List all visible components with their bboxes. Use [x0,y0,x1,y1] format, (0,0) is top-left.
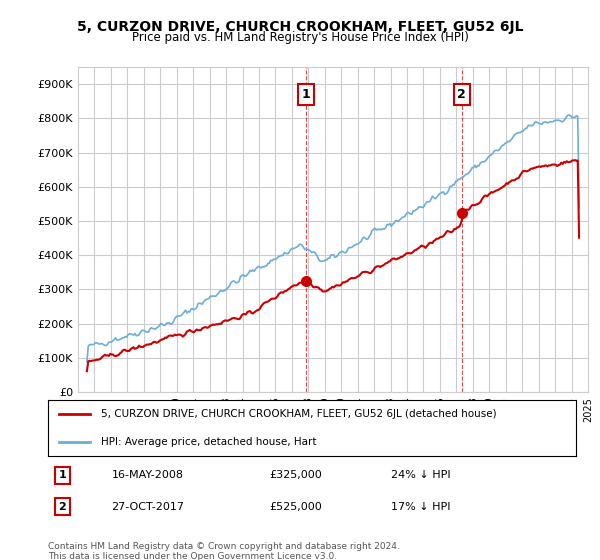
Text: 2: 2 [59,502,67,511]
Text: Contains HM Land Registry data © Crown copyright and database right 2024.
This d: Contains HM Land Registry data © Crown c… [48,542,400,560]
Text: Price paid vs. HM Land Registry's House Price Index (HPI): Price paid vs. HM Land Registry's House … [131,31,469,44]
Text: 1: 1 [59,470,67,480]
Text: 27-OCT-2017: 27-OCT-2017 [112,502,184,511]
Text: 16-MAY-2008: 16-MAY-2008 [112,470,184,480]
Text: 17% ↓ HPI: 17% ↓ HPI [391,502,451,511]
Text: 24% ↓ HPI: 24% ↓ HPI [391,470,451,480]
Text: 1: 1 [302,88,311,101]
Text: HPI: Average price, detached house, Hart: HPI: Average price, detached house, Hart [101,437,316,447]
Text: £325,000: £325,000 [270,470,323,480]
Text: £525,000: £525,000 [270,502,323,511]
Text: 5, CURZON DRIVE, CHURCH CROOKHAM, FLEET, GU52 6JL (detached house): 5, CURZON DRIVE, CHURCH CROOKHAM, FLEET,… [101,409,496,419]
Text: 2: 2 [457,88,466,101]
Text: 5, CURZON DRIVE, CHURCH CROOKHAM, FLEET, GU52 6JL: 5, CURZON DRIVE, CHURCH CROOKHAM, FLEET,… [77,20,523,34]
